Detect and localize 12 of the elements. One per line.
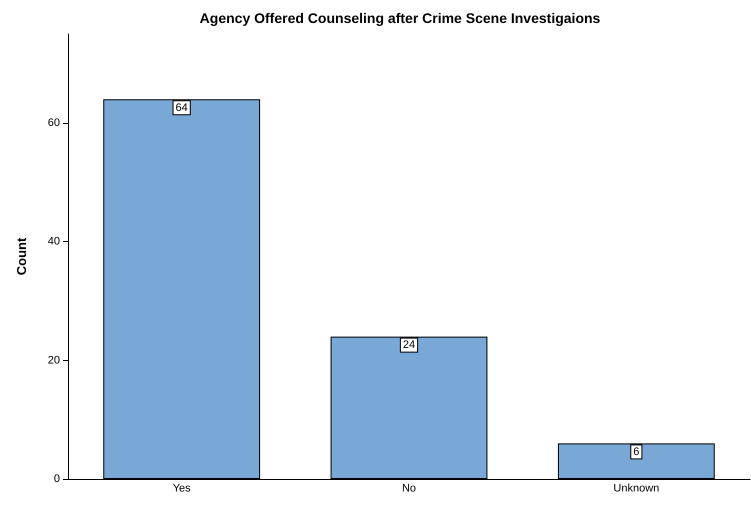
x-tick-label: Yes bbox=[172, 482, 192, 494]
chart-title: Agency Offered Counseling after Crime Scene Investigaions bbox=[200, 10, 601, 26]
x-tick-label: No bbox=[402, 482, 416, 494]
y-tick-label: 20 bbox=[48, 354, 60, 366]
y-axis-title: Count bbox=[14, 237, 29, 276]
data-label: 64 bbox=[176, 102, 188, 114]
y-tick-label: 0 bbox=[54, 473, 60, 485]
data-label: 24 bbox=[402, 339, 416, 352]
x-tick-label: Unknown bbox=[613, 482, 660, 494]
y-tick-label: 60 bbox=[48, 117, 60, 129]
data-label: 6 bbox=[633, 446, 640, 458]
y-tick-label: 40 bbox=[48, 236, 60, 248]
